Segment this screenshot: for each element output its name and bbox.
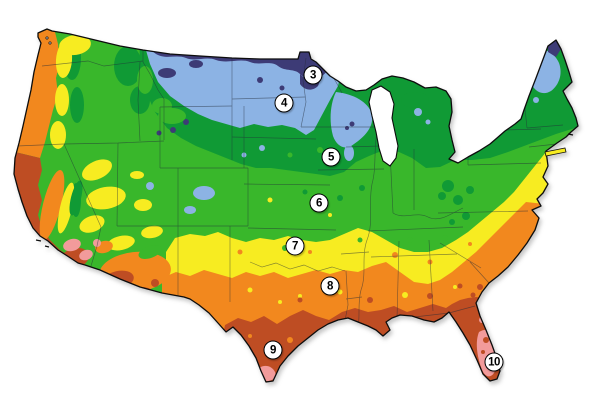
small-islands — [35, 36, 574, 248]
zone-4-pockets — [146, 49, 561, 214]
lake-michigan — [368, 85, 399, 167]
speckles — [237, 147, 483, 343]
state-boundaries — [16, 29, 567, 334]
usa-outline — [13, 28, 579, 383]
long-island — [544, 147, 567, 157]
west-overrides — [14, 29, 186, 299]
